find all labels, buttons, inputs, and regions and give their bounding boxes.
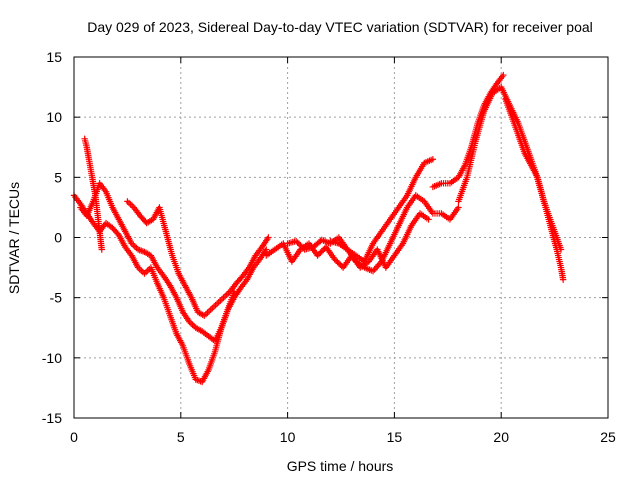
data-points — [70, 71, 567, 386]
data-point — [315, 250, 323, 258]
data-point — [334, 258, 341, 266]
series-track-g — [327, 192, 462, 275]
x-tick-label: 0 — [70, 429, 78, 445]
x-axis-label: GPS time / hours — [287, 458, 394, 474]
y-tick-label: -5 — [50, 290, 63, 306]
data-point — [298, 243, 306, 250]
y-tick-label: 10 — [46, 109, 62, 125]
data-point — [294, 239, 301, 246]
y-axis-label: SDTVAR / TECUs — [6, 182, 22, 294]
data-point — [98, 246, 105, 253]
data-point — [292, 237, 300, 245]
data-point — [500, 71, 507, 79]
y-tick-label: -10 — [42, 350, 62, 366]
x-tick-label: 5 — [177, 429, 185, 445]
data-point — [314, 252, 321, 259]
x-tick-label: 10 — [280, 429, 296, 445]
series-track-c — [77, 180, 238, 345]
x-tick-label: 25 — [600, 429, 616, 445]
series-track-d — [124, 198, 272, 319]
data-point — [429, 156, 437, 163]
x-tick-label: 15 — [387, 429, 403, 445]
series-track-j — [502, 95, 567, 283]
data-point — [263, 246, 270, 253]
data-point — [332, 257, 340, 264]
data-point — [455, 204, 462, 211]
data-point — [295, 240, 303, 248]
data-point — [559, 276, 567, 283]
data-point — [297, 242, 304, 249]
data-point — [320, 246, 327, 254]
series-track-a — [70, 192, 270, 386]
data-point — [265, 234, 272, 241]
data-point — [331, 255, 338, 263]
y-tick-label: 15 — [46, 49, 62, 65]
x-axis-ticks: 0 5 10 15 20 25 — [70, 57, 616, 445]
series-track-b — [81, 135, 105, 253]
x-tick-label: 20 — [493, 429, 509, 445]
y-tick-label: 5 — [54, 169, 62, 185]
data-point — [335, 260, 343, 267]
y-axis-ticks: -15 -10 -5 0 5 10 15 — [42, 49, 608, 426]
data-point — [318, 248, 325, 255]
data-point — [337, 261, 344, 268]
y-tick-label: 0 — [54, 230, 62, 246]
y-tick-label: -15 — [42, 410, 62, 426]
data-point — [317, 249, 324, 256]
data-point — [425, 216, 432, 223]
chart-title: Day 029 of 2023, Sidereal Day-to-day VTE… — [87, 19, 593, 35]
